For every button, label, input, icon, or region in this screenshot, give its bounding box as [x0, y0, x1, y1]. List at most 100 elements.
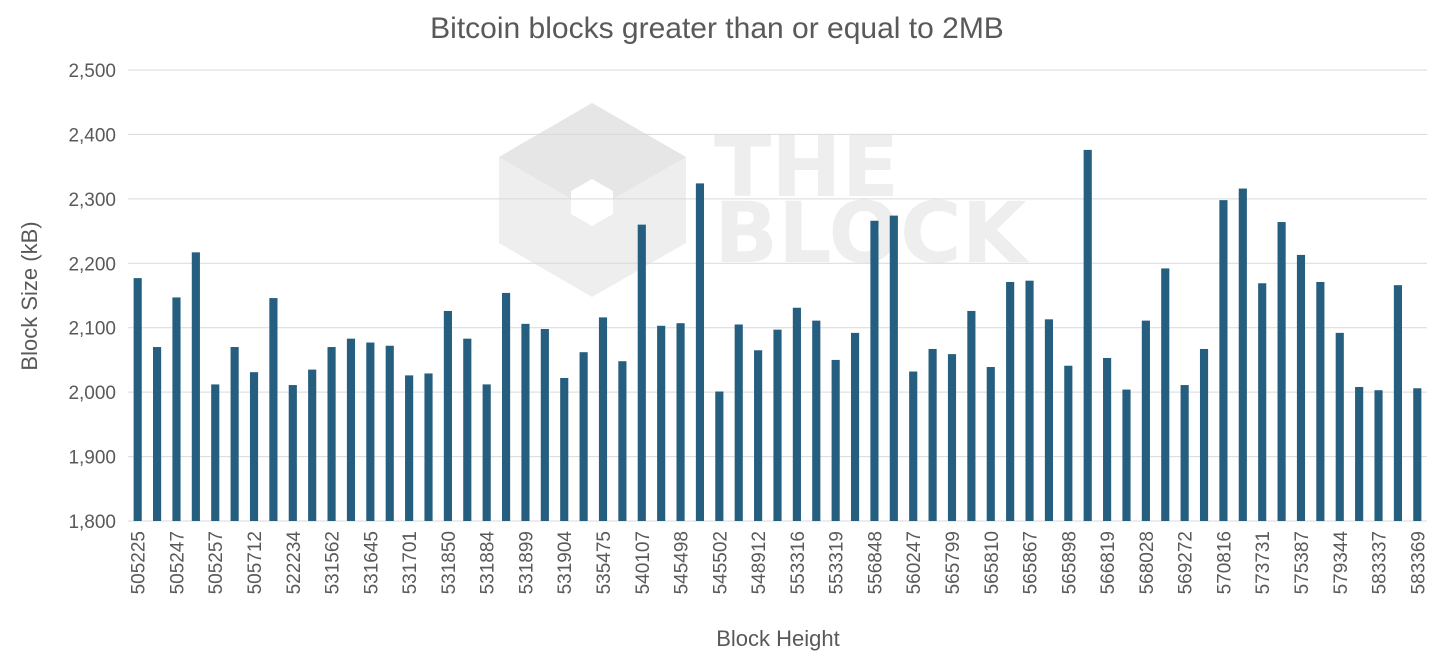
x-tick-label: 568028: [1137, 531, 1158, 594]
bar: [211, 384, 220, 521]
bar: [501, 292, 511, 521]
bar: [366, 342, 375, 521]
y-tick-label: 1,900: [68, 448, 116, 469]
bar: [443, 310, 452, 521]
x-tick-label: 505247: [168, 531, 189, 594]
bar: [424, 373, 433, 521]
bar: [967, 310, 976, 521]
bar: [1044, 319, 1054, 521]
watermark-logo: THE BLOCK: [499, 103, 1030, 297]
x-tick-label: 522234: [284, 531, 305, 595]
bar: [773, 329, 782, 521]
x-tick-label: 531562: [323, 531, 344, 594]
x-axis-label: Block Height: [716, 626, 840, 651]
bar: [657, 325, 666, 521]
y-tick-label: 2,100: [68, 319, 116, 340]
cube-logo-top-face: [499, 103, 686, 211]
bar: [1374, 390, 1383, 521]
x-tick-label: 540107: [633, 531, 654, 594]
bar: [521, 323, 530, 521]
bar: [463, 338, 472, 521]
x-tick-label: 545502: [710, 531, 731, 594]
x-tick-label: 531645: [361, 531, 382, 594]
x-tick-label: 569272: [1176, 531, 1197, 594]
bar: [308, 369, 317, 521]
y-axis-ticks: 1,800 1,900 2,000 2,100 2,200 2,300 2,400 2,500: [68, 61, 116, 533]
bar: [909, 371, 918, 521]
bar: [792, 307, 801, 521]
bar: [618, 361, 627, 521]
bar: [1083, 149, 1092, 522]
y-tick-label: 2,400: [68, 125, 116, 146]
x-tick-label: 565867: [1021, 531, 1042, 594]
bar: [1296, 254, 1306, 521]
bar: [1025, 280, 1034, 521]
bar: [579, 352, 588, 521]
bar: [1316, 281, 1325, 521]
x-tick-label: 535475: [594, 531, 615, 594]
bar: [831, 359, 840, 521]
bar: [1006, 281, 1015, 521]
x-tick-label: 575387: [1292, 531, 1313, 594]
x-tick-label: 531884: [478, 531, 499, 595]
y-tick-label: 2,300: [68, 190, 116, 211]
bar: [249, 372, 259, 521]
y-tick-label: 2,500: [68, 61, 116, 82]
bar: [346, 338, 356, 521]
bar: [191, 252, 200, 521]
x-tick-label: 579344: [1331, 531, 1352, 595]
bar: [1199, 348, 1209, 521]
bar: [598, 317, 608, 521]
bar: [1122, 389, 1131, 521]
cube-logo-hexagon: [571, 179, 613, 226]
bar: [1258, 283, 1267, 521]
x-tick-label: 531904: [555, 531, 576, 595]
bar: [172, 297, 181, 521]
y-tick-label: 2,200: [68, 254, 116, 275]
x-tick-label: 545498: [672, 531, 693, 594]
x-tick-label: 553319: [827, 531, 848, 594]
bar: [812, 320, 821, 521]
bar: [482, 384, 491, 521]
x-tick-label: 565810: [982, 531, 1003, 594]
bar: [133, 278, 142, 521]
x-tick-label: 556848: [865, 531, 886, 594]
bar: [1277, 222, 1286, 521]
bar: [715, 391, 724, 521]
bar: [1180, 385, 1189, 521]
bar: [1103, 357, 1112, 521]
bar: [1335, 332, 1344, 521]
x-tick-label: 565799: [943, 531, 964, 594]
y-tick-label: 2,000: [68, 383, 116, 404]
bar: [385, 345, 394, 521]
bar: [1355, 386, 1364, 521]
bar: [1064, 365, 1073, 521]
bar: [1161, 268, 1170, 521]
x-tick-label: 531850: [439, 531, 460, 594]
y-tick-label: 1,800: [68, 512, 116, 533]
x-tick-label: 505225: [129, 531, 150, 594]
bar: [1393, 285, 1402, 521]
x-tick-label: 583337: [1370, 531, 1391, 594]
bar: [695, 183, 705, 521]
bar: [676, 323, 685, 521]
bar: [928, 348, 937, 521]
x-axis-ticks: 505225 505247 505257 505712 522234 531562 5316…: [129, 531, 1430, 595]
x-tick-label: 560247: [904, 531, 925, 594]
x-tick-label: 531899: [517, 531, 538, 594]
bar: [734, 324, 743, 521]
bar: [1219, 200, 1228, 521]
bar: [870, 220, 879, 521]
chart-title: Bitcoin blocks greater than or equal to …: [430, 12, 1004, 45]
x-tick-label: 570816: [1214, 531, 1235, 594]
x-tick-label: 548912: [749, 531, 770, 594]
bar: [327, 347, 336, 521]
bar: [153, 347, 162, 521]
bar: [288, 385, 297, 521]
bar: [540, 329, 549, 521]
bar: [269, 298, 278, 521]
bar: [889, 215, 898, 521]
x-tick-label: 505712: [245, 531, 266, 594]
x-tick-label: 566819: [1098, 531, 1119, 594]
